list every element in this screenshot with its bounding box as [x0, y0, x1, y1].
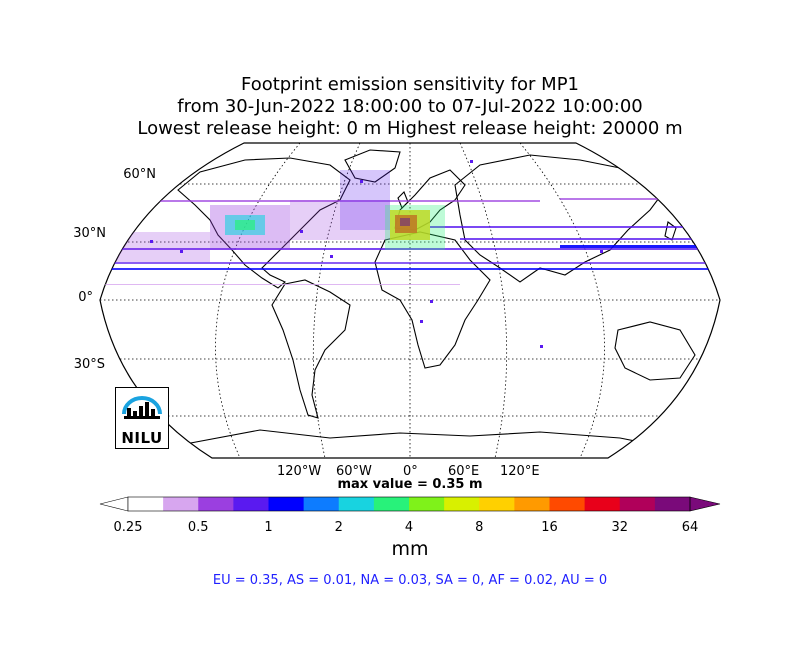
- colorbar-segment: [619, 497, 656, 511]
- nilu-logo-icon: [122, 396, 162, 419]
- australia: [614, 321, 696, 381]
- colorbar-segment: [409, 497, 445, 511]
- title-line-2: from 30-Jun-2022 18:00:00 to 07-Jul-2022…: [177, 96, 643, 117]
- title-line-3: Lowest release height: 0 m Highest relea…: [137, 118, 683, 139]
- colorbar-tick-label: 2: [334, 520, 343, 535]
- colorbar-segment: [198, 497, 234, 511]
- colorbar-segment: [373, 497, 410, 511]
- colorbar: [99, 496, 721, 512]
- lon-label-120w: 120°W: [277, 464, 322, 479]
- nilu-logo-text: NILU: [121, 429, 163, 447]
- colorbar-segment: [233, 497, 269, 511]
- antarctica: [179, 429, 661, 447]
- colorbar-segment: [514, 497, 550, 511]
- lon-label-60e: 60°E: [448, 464, 480, 479]
- colorbar-tick-label: 64: [681, 520, 699, 535]
- colorbar-extend-left: [99, 496, 129, 512]
- continents: [177, 149, 696, 447]
- nilu-logo: NILU: [115, 387, 169, 449]
- colorbar-tick-label: 1: [264, 520, 273, 535]
- colorbar-segment: [549, 497, 586, 511]
- colorbar-segment: [303, 497, 340, 511]
- asia: [454, 154, 666, 283]
- colorbar-extend-right: [689, 496, 721, 512]
- colorbar-tick-label: 16: [541, 520, 558, 535]
- colorbar-segment: [163, 497, 199, 511]
- colorbar-tick-label: 0.5: [187, 520, 209, 535]
- lat-label-0: 0°: [78, 290, 93, 305]
- max-value-label: max value = 0.35 m: [337, 477, 483, 492]
- lon-label-60w: 60°W: [336, 464, 372, 479]
- colorbar-segment: [268, 497, 305, 511]
- colorbar-tick-label: 8: [475, 520, 484, 535]
- sensitivity-overlay: [100, 160, 720, 348]
- colorbar-segment: [479, 497, 515, 511]
- colorbar-segment: [128, 497, 164, 511]
- north-america: [177, 157, 351, 289]
- greenland: [344, 149, 401, 183]
- region-summary: EU = 0.35, AS = 0.01, NA = 0.03, SA = 0,…: [212, 573, 608, 588]
- colorbar-frame: [127, 496, 691, 512]
- lat-label-30s: 30°S: [73, 357, 105, 372]
- lat-label-60n: 60°N: [123, 167, 156, 182]
- title-line-1: Footprint emission sensitivity for MP1: [240, 74, 579, 95]
- colorbar-segment: [338, 497, 375, 511]
- lat-label-30n: 30°N: [73, 226, 106, 241]
- lon-label-0: 0°: [403, 464, 418, 479]
- colorbar-segment: [654, 497, 691, 511]
- south-america: [271, 279, 351, 419]
- colorbar-segment: [584, 497, 621, 511]
- colorbar-tick-label: 0.25: [113, 520, 143, 535]
- colorbar-unit: mm: [391, 538, 429, 560]
- lon-label-120e: 120°E: [500, 464, 540, 479]
- colorbar-tick-label: 4: [404, 520, 414, 535]
- colorbar-segment: [444, 497, 480, 511]
- colorbar-tick-label: 32: [611, 520, 629, 535]
